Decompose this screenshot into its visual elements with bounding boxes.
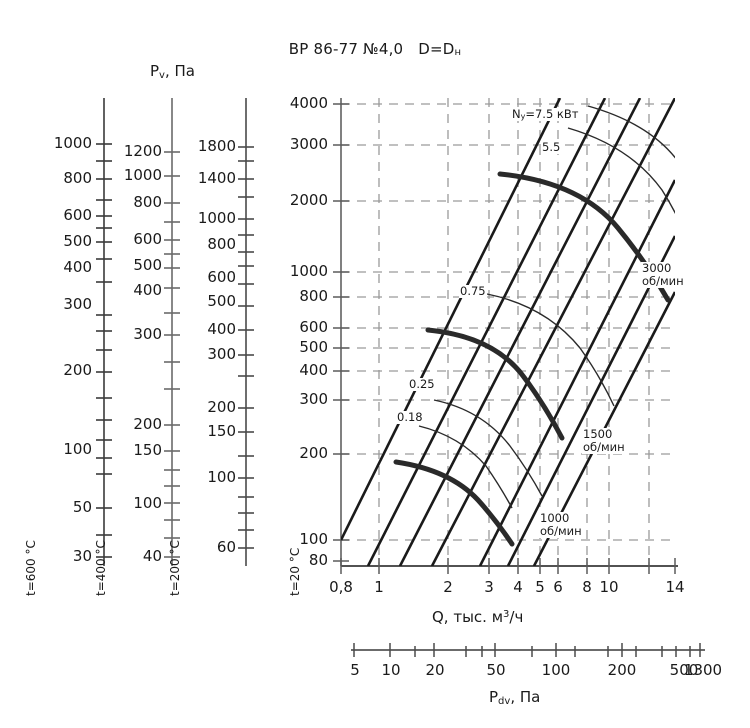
diameter-label: D=D bbox=[418, 40, 455, 58]
main-y-tick: 500 bbox=[299, 338, 328, 356]
secondary-tick: 200 bbox=[607, 661, 637, 679]
temp400-tick: 800 bbox=[133, 193, 162, 211]
pressure-subscript: v bbox=[159, 70, 165, 81]
main-y-tick: 3000 bbox=[289, 135, 328, 153]
x-axis-title-exponent: 3 bbox=[503, 609, 510, 620]
temp600-tick: 200 bbox=[63, 361, 92, 379]
temp600-tick: 500 bbox=[63, 232, 92, 250]
main-y-tick: 2000 bbox=[289, 191, 328, 209]
temp600-tick: 400 bbox=[63, 258, 92, 276]
temp400-tick: 500 bbox=[133, 256, 162, 274]
main-y-tick: 800 bbox=[299, 287, 328, 305]
pressure-symbol: P bbox=[150, 62, 160, 80]
temp600-tick: 30 bbox=[72, 547, 92, 565]
secondary-tick: 1300 bbox=[683, 661, 723, 679]
fan-law-lines bbox=[341, 98, 675, 566]
temp200-tick: 300 bbox=[207, 345, 236, 363]
rpm-annotation-1500: 1500 об/мин bbox=[582, 427, 626, 455]
secondary-axis-units: , Па bbox=[510, 688, 541, 706]
temp200-tick: 200 bbox=[207, 398, 236, 416]
temp400-tick: 400 bbox=[133, 281, 162, 299]
temp600-tick: 600 bbox=[63, 206, 92, 224]
main-x-tick: 14 bbox=[665, 578, 685, 596]
temp600-tick: 100 bbox=[63, 440, 92, 458]
main-x-tick: 3 bbox=[484, 578, 494, 596]
temp400-tick: 200 bbox=[133, 415, 162, 433]
x-axis-title-main: Q, тыс. м bbox=[432, 608, 504, 626]
power-limit-arcs bbox=[418, 105, 675, 509]
main-x-tick: 10 bbox=[599, 578, 619, 596]
temp400-tick: 300 bbox=[133, 325, 162, 343]
diameter-subscript: н bbox=[454, 47, 462, 58]
temp200-tick: 500 bbox=[207, 292, 236, 310]
main-x-tick: 6 bbox=[553, 578, 563, 596]
temp400-tick: 40 bbox=[142, 547, 162, 565]
temp200-scale-label: t=200 °C bbox=[168, 540, 182, 596]
pressure-axis-title: Pv, Па bbox=[150, 62, 195, 81]
secondary-tick: 50 bbox=[486, 661, 506, 679]
power-annotation-75: Nу=7.5 кВт bbox=[511, 107, 580, 122]
main-y-tick: 300 bbox=[299, 390, 328, 408]
main-y-tick: 4000 bbox=[289, 94, 328, 112]
main-scale-label: t=20 °C bbox=[288, 547, 302, 596]
pressure-units: , Па bbox=[164, 62, 195, 80]
main-y-tick: 200 bbox=[299, 444, 328, 462]
secondary-axis-symbol: P bbox=[489, 688, 499, 706]
main-x-tick: 2 bbox=[443, 578, 453, 596]
x-axis-title-tail: /ч bbox=[509, 608, 524, 626]
page-title: ВР 86-77 №4,0 D=Dн bbox=[0, 40, 750, 58]
power-annotation-075: 0.75 bbox=[459, 284, 487, 299]
temp400-tick: 100 bbox=[133, 494, 162, 512]
temp600-scale-label: t=600 °C bbox=[24, 540, 38, 596]
main-x-tick: 4 bbox=[513, 578, 523, 596]
temp200-tick: 60 bbox=[216, 538, 236, 556]
power-annotation-018: 0.18 bbox=[396, 410, 424, 425]
secondary-tick: 100 bbox=[541, 661, 571, 679]
temp400-tick: 1000 bbox=[123, 166, 162, 184]
temp200-tick: 600 bbox=[207, 268, 236, 286]
temp400-tick: 1200 bbox=[123, 142, 162, 160]
temp200-tick: 800 bbox=[207, 235, 236, 253]
temp600-tick: 50 bbox=[72, 498, 92, 516]
temp200-tick: 1800 bbox=[197, 137, 236, 155]
temp400-tick: 150 bbox=[133, 441, 162, 459]
secondary-tick: 5 bbox=[350, 661, 360, 679]
temp200-tick: 1400 bbox=[197, 169, 236, 187]
main-x-tick: 8 bbox=[582, 578, 592, 596]
main-y-tick: 100 bbox=[299, 530, 328, 548]
temp600-tick: 1000 bbox=[53, 134, 92, 152]
main-x-tick: 5 bbox=[535, 578, 545, 596]
secondary-axis-subscript: dv bbox=[498, 696, 511, 707]
temp400-tick: 600 bbox=[133, 230, 162, 248]
temp200-tick: 150 bbox=[207, 422, 236, 440]
secondary-tick: 10 bbox=[381, 661, 401, 679]
main-y-tick: 400 bbox=[299, 361, 328, 379]
main-y-tick: 80 bbox=[308, 551, 328, 569]
secondary-axis-title: Pdv, Па bbox=[489, 688, 540, 707]
power-annotation-55: 5.5 bbox=[541, 140, 562, 155]
rpm-annotation-1000: 1000 об/мин bbox=[539, 511, 583, 539]
x-axis-title: Q, тыс. м3/ч bbox=[432, 608, 523, 626]
main-y-tick: 1000 bbox=[289, 262, 328, 280]
main-y-tick: 600 bbox=[299, 318, 328, 336]
temp200-tick: 400 bbox=[207, 320, 236, 338]
temp600-tick: 800 bbox=[63, 169, 92, 187]
main-x-tick: 1 bbox=[374, 578, 384, 596]
rpm-annotation-3000: 3000 об/мин bbox=[641, 261, 685, 289]
power-annotation-025: 0.25 bbox=[408, 377, 436, 392]
temp200-tick: 100 bbox=[207, 468, 236, 486]
temp600-tick: 300 bbox=[63, 295, 92, 313]
temp200-tick: 1000 bbox=[197, 209, 236, 227]
temp400-scale-label: t=400 °C bbox=[94, 540, 108, 596]
secondary-tick: 20 bbox=[425, 661, 445, 679]
speed-curves bbox=[393, 171, 671, 547]
main-x-tick: 0,8 bbox=[329, 578, 353, 596]
fan-model-label: ВР 86-77 №4,0 bbox=[288, 40, 404, 58]
secondary-tick: 500 bbox=[669, 661, 699, 679]
